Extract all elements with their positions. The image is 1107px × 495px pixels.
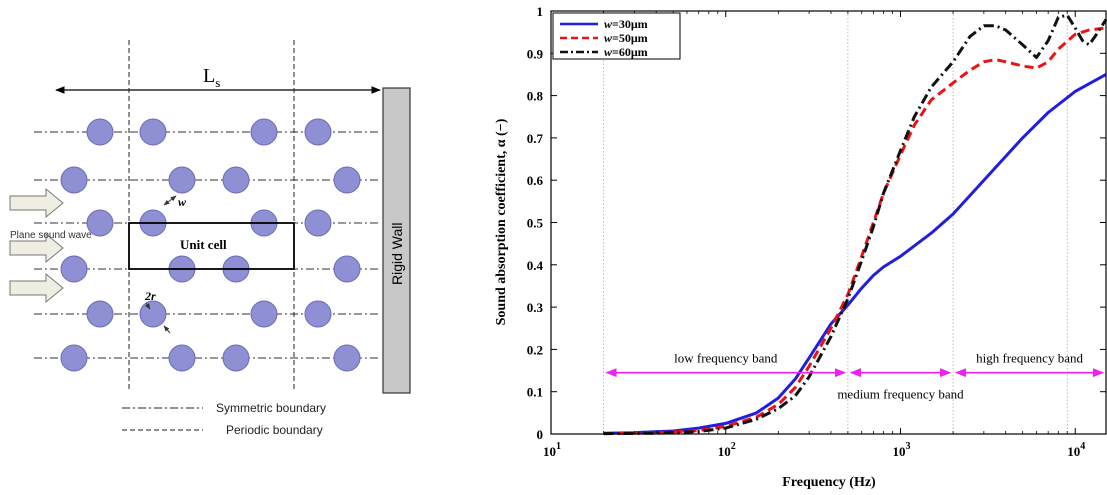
x-tick-label: 104 [1067, 441, 1085, 459]
absorption-chart: low frequency band medium frequency band h… [494, 4, 1106, 490]
y-tick-label: 0.3 [527, 300, 544, 315]
x-axis-label: Frequency (Hz) [782, 475, 876, 490]
band-label: low frequency band [674, 351, 778, 366]
band-label: high frequency band [976, 351, 1083, 366]
y-tick-label: 0.4 [527, 258, 544, 273]
band-label: medium frequency band [837, 387, 964, 402]
fiber-circle [334, 345, 360, 371]
wave-arrow [10, 189, 63, 217]
radius-pointer-lower [164, 326, 170, 333]
fiber-circle [169, 167, 195, 193]
plot-frame [551, 11, 1106, 434]
y-tick-label: 0.9 [527, 46, 544, 61]
x-tick-label: 102 [718, 441, 736, 459]
fiber-circle [251, 301, 277, 327]
frequency-bands: low frequency band medium frequency band h… [607, 351, 1103, 402]
y-tick-label: 0.8 [527, 89, 544, 104]
y-tick-label: 1 [537, 4, 544, 19]
fiber-circle [140, 119, 166, 145]
x-tick-label: 103 [892, 441, 910, 459]
fiber-circle [140, 301, 166, 327]
fiber-circle [305, 301, 331, 327]
legend-label: w=50μm [604, 31, 648, 45]
radius-label: 2r [144, 289, 156, 303]
x-tick-label: 101 [543, 441, 561, 459]
fiber-circle [169, 345, 195, 371]
fiber-circle [61, 345, 87, 371]
chart-series [604, 15, 1106, 433]
fiber-circle [223, 167, 249, 193]
y-axis-label: Sound absorption coefficient, α (−) [494, 118, 509, 325]
fiber-circle [334, 256, 360, 282]
fiber-circle [87, 119, 113, 145]
legend-label: w=30μm [604, 17, 648, 31]
fiber-circle [61, 167, 87, 193]
y-tick-label: 0 [537, 427, 544, 442]
w-pointer [164, 196, 176, 205]
y-tick-label: 0.5 [527, 216, 544, 231]
band-guide-lines [604, 11, 1068, 434]
plane-wave-label: Plane sound wave [10, 230, 92, 241]
periodic-legend-label: Periodic boundary [226, 423, 323, 437]
fiber-circle [251, 119, 277, 145]
unit-cell-label: Unit cell [180, 237, 227, 252]
y-tick-label: 0.7 [527, 131, 544, 146]
legend-label: w=60μm [604, 45, 648, 59]
rigid-wall-label: Rigid Wall [389, 223, 405, 286]
fiber-circle [223, 345, 249, 371]
length-label: Ls [203, 65, 220, 90]
series-line [604, 15, 1106, 433]
fiber-circle [305, 210, 331, 236]
w-label: w [178, 195, 187, 209]
boundary-legend: Symmetric boundary Periodic boundary [122, 401, 326, 437]
fiber-circle [87, 301, 113, 327]
y-tick-label: 0.2 [527, 342, 543, 357]
wave-arrow [10, 274, 63, 302]
fiber-circle [305, 119, 331, 145]
y-tick-label: 0.1 [527, 385, 543, 400]
symmetric-legend-label: Symmetric boundary [216, 401, 326, 415]
unit-cell-diagram: Ls Unit cell Rigid Wall Plane sound wave… [10, 40, 410, 437]
fiber-circle [61, 256, 87, 282]
fiber-circle [334, 167, 360, 193]
series-line [604, 74, 1106, 433]
chart-axes: 101 102 103 104 0 0.1 0.2 0.3 0.4 0.5 0.6 0.7 0.8 0.9… [527, 4, 1106, 459]
plane-wave-arrows [10, 189, 63, 302]
y-tick-label: 0.6 [527, 173, 544, 188]
